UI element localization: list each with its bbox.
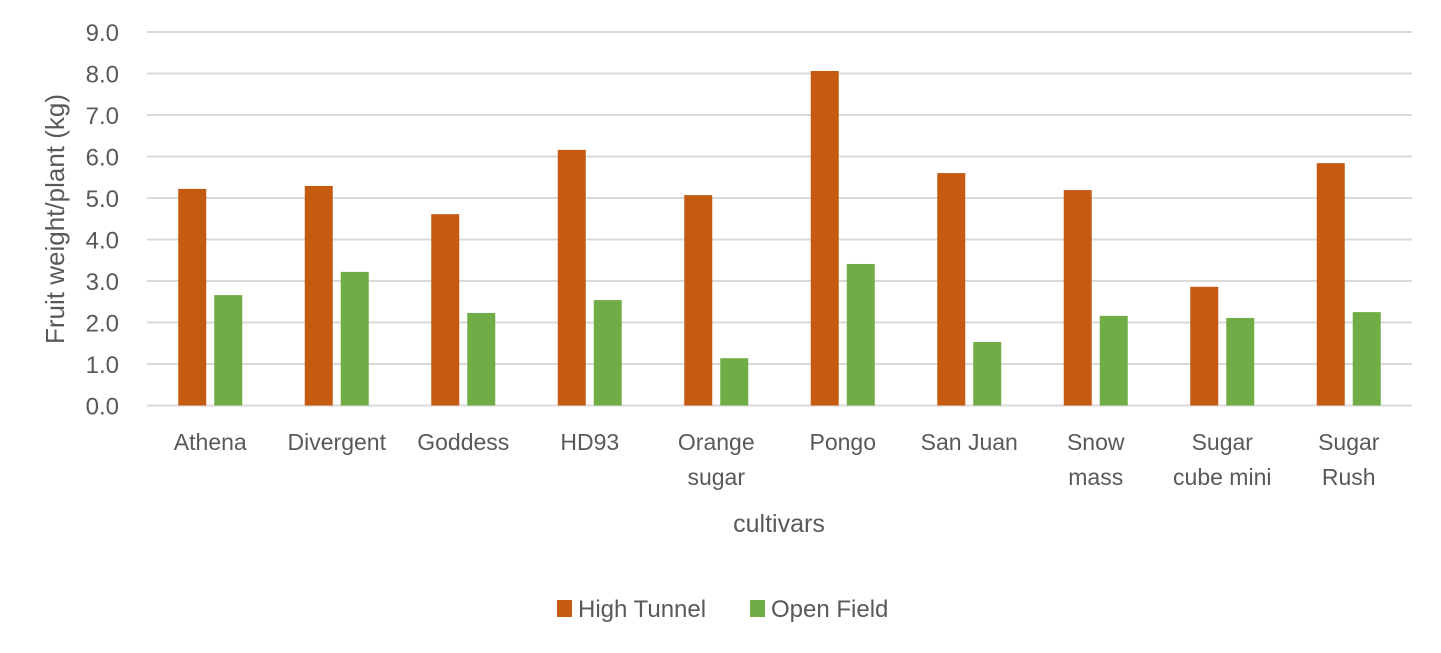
x-tick-label-line: San Juan	[921, 429, 1018, 455]
x-tick-label-line: Sugar	[1318, 429, 1380, 455]
x-tick-label-line: mass	[1068, 464, 1123, 490]
bar-open-field	[340, 271, 369, 406]
legend-swatch	[750, 600, 765, 617]
x-axis-label: cultivars	[733, 510, 825, 538]
x-tick-label: Orange sugar	[678, 429, 755, 490]
x-tick-label-line: cube mini	[1173, 464, 1271, 490]
gridlines	[147, 31, 1412, 407]
bar-high-tunnel	[1190, 286, 1219, 406]
bar-high-tunnel	[937, 173, 966, 406]
y-tick-label: 5.0	[86, 186, 119, 213]
bar-high-tunnel	[684, 195, 713, 406]
x-axis-ticks: Athena Divergent Goddess HD93 Orange sugar Pon…	[174, 429, 1380, 490]
x-tick-label: Goddess	[417, 429, 509, 455]
bar-open-field	[1226, 317, 1255, 406]
y-tick-label: 2.0	[86, 311, 119, 338]
bar-high-tunnel	[1063, 190, 1092, 406]
x-tick-label: Snow mass	[1067, 429, 1125, 490]
legend: High Tunnel Open Field	[557, 596, 888, 623]
x-tick-label: Athena	[174, 429, 247, 455]
x-tick-label: HD93	[560, 429, 619, 455]
x-tick-label-line: Pongo	[809, 429, 876, 455]
bar-open-field	[467, 312, 496, 406]
bar-high-tunnel	[304, 185, 333, 406]
bar-high-tunnel	[1316, 163, 1345, 406]
x-tick-label: Pongo	[809, 429, 876, 455]
bar-open-field	[973, 342, 1002, 406]
x-tick-label: Sugar cube mini	[1173, 429, 1271, 490]
y-tick-label: 6.0	[86, 145, 119, 172]
y-tick-label: 3.0	[86, 269, 119, 296]
y-tick-label: 7.0	[86, 103, 119, 130]
bar-high-tunnel	[178, 188, 207, 406]
legend-label: Open Field	[771, 596, 888, 623]
x-tick-label-line: Rush	[1322, 464, 1376, 490]
bar-high-tunnel	[810, 71, 839, 406]
y-tick-label: 8.0	[86, 62, 119, 89]
x-tick-label-line: Goddess	[417, 429, 509, 455]
bar-open-field	[846, 263, 875, 406]
x-tick-label-line: sugar	[687, 464, 745, 490]
x-tick-label: Sugar Rush	[1318, 429, 1380, 490]
bar-open-field	[593, 300, 622, 406]
bars	[178, 71, 1381, 406]
bar-high-tunnel	[557, 149, 586, 406]
x-tick-label-line: Orange	[678, 429, 755, 455]
bar-open-field	[720, 358, 749, 406]
x-tick-label-line: HD93	[560, 429, 619, 455]
legend-label: High Tunnel	[578, 596, 706, 623]
y-tick-label: 1.0	[86, 352, 119, 379]
bar-open-field	[1099, 315, 1128, 406]
bar-open-field	[214, 295, 243, 406]
bar-open-field	[1352, 312, 1381, 406]
legend-swatch	[557, 600, 572, 617]
bar-high-tunnel	[431, 214, 460, 406]
x-tick-label-line: Snow	[1067, 429, 1125, 455]
x-tick-label: San Juan	[921, 429, 1018, 455]
x-tick-label-line: Divergent	[288, 429, 387, 455]
x-tick-label-line: Athena	[174, 429, 247, 455]
y-tick-label: 9.0	[86, 20, 119, 47]
x-tick-label-line: Sugar	[1192, 429, 1254, 455]
y-axis-label: Fruit weight/plant (kg)	[40, 94, 70, 344]
y-tick-label: 4.0	[86, 228, 119, 255]
x-tick-label: Divergent	[288, 429, 387, 455]
y-tick-label: 0.0	[86, 394, 119, 421]
y-axis-ticks: 0.0 1.0 2.0 3.0 4.0 5.0 6.0 7.0 8.0 9.0	[86, 20, 119, 421]
